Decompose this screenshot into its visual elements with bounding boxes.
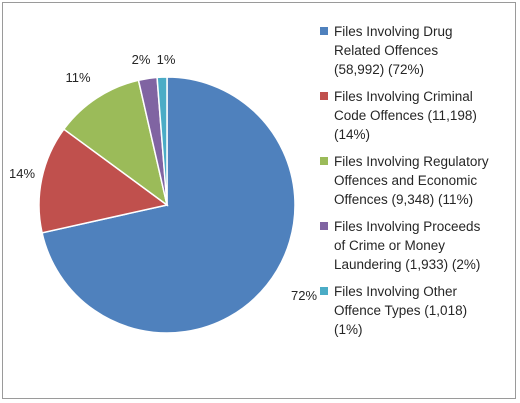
legend-swatch-drug [320,27,328,35]
pie-percent-label-regulatory: 11% [65,70,90,85]
legend-swatch-criminal [320,92,328,100]
legend-text: Files Involving Other [334,284,458,299]
legend-text: Files Involving Criminal [334,89,473,104]
legend-item-regulatory: Files Involving Regulatory Offences and … [320,152,510,209]
legend-text: Offence Types (1,018) [334,303,468,318]
pie-slice-other [156,76,168,206]
pie-percent-label-proceeds: 2% [132,52,151,67]
legend-text: Laundering (1,933) (2%) [334,257,481,272]
legend-text: (1%) [334,322,363,337]
legend: Files Involving Drug Related Offences (5… [320,22,510,347]
legend-text: Code Offences (11,198) [334,108,477,123]
pie-slice-drug [41,76,296,334]
pie-percent-label-drug: 72% [291,288,317,303]
legend-text: Files Involving Drug [334,24,453,39]
legend-swatch-other [320,287,328,295]
legend-swatch-proceeds [320,222,328,230]
legend-text: Files Involving Proceeds [334,219,481,234]
pie-slice-regulatory [62,79,169,207]
pie-percent-label-criminal: 14% [9,166,35,181]
legend-text: Offences (9,348) (11%) [334,192,474,207]
legend-text: (14%) [334,127,371,142]
legend-item-other: Files Involving Other Offence Types (1,0… [320,282,510,339]
pie-slice-criminal [38,128,169,234]
legend-text: Related Offences [334,43,439,58]
legend-text: Files Involving Regulatory [334,154,489,169]
pie-percent-label-other: 1% [157,52,176,67]
legend-text: Offences and Economic [334,173,478,188]
legend-swatch-regulatory [320,157,328,165]
legend-item-criminal: Files Involving Criminal Code Offences (… [320,87,510,144]
legend-item-drug: Files Involving Drug Related Offences (5… [320,22,510,79]
legend-item-proceeds: Files Involving Proceeds of Crime or Mon… [320,217,510,274]
legend-text: of Crime or Money [334,238,446,253]
legend-text: (58,992) (72%) [334,62,425,77]
